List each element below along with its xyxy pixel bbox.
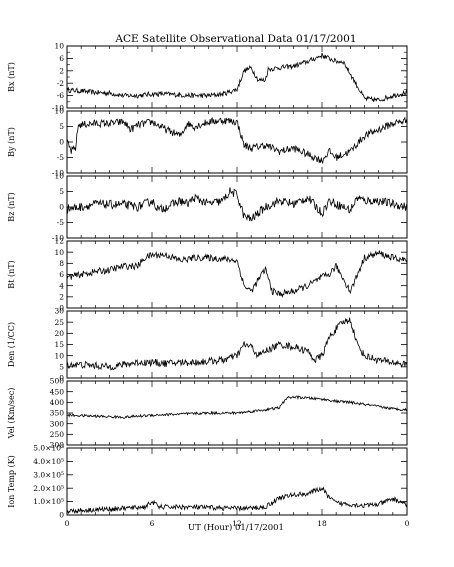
- panel-2: 10 5 0 -5 -10 Bz (nT): [7, 172, 408, 243]
- y-tick-label: -10: [52, 234, 64, 243]
- y-tick-label: -6: [57, 91, 65, 100]
- y-tick-label: 350: [50, 409, 65, 418]
- y-tick-label: 30: [54, 307, 64, 316]
- y-tick-label: -2: [57, 79, 65, 88]
- x-tick-label: 0: [405, 519, 410, 528]
- panels: 10 6 2 -2 -6 -10 Bx (nT) 10 5 0 -5 -10 By (nT) 10 5 0 -5…: [7, 42, 410, 528]
- y-tick-label: 10: [54, 172, 64, 181]
- y-tick-label: -10: [52, 104, 64, 113]
- y-axis-label: Den (1/CC): [7, 322, 16, 367]
- series-line: [66, 116, 408, 165]
- series-line: [66, 187, 408, 222]
- panel-3: 12 10 8 6 4 2 0 Bt (nT): [7, 237, 408, 313]
- panel-0: 10 6 2 -2 -6 -10 Bx (nT): [7, 42, 408, 113]
- y-tick-label: 6: [59, 270, 64, 279]
- y-tick-label: -5: [57, 153, 65, 162]
- y-tick-label: 500: [50, 377, 65, 386]
- panel-6: 5.0×10⁵ 4.0×10⁵ 3.0×10⁵ 2.0×10⁵ 1.0×10⁵ 0 Ion …: [7, 444, 410, 528]
- x-tick-label: 18: [317, 519, 327, 528]
- y-tick-label: 20: [54, 329, 64, 338]
- x-axis-label: UT (Hour) 01/17/2001: [188, 522, 284, 533]
- panel-frame: [66, 310, 408, 379]
- y-tick-label: 25: [54, 318, 64, 327]
- y-tick-label: 0: [59, 304, 64, 313]
- y-tick-label: 5: [59, 122, 64, 131]
- panel-frame: [66, 240, 408, 309]
- y-axis-label: Bx (nT): [7, 62, 16, 92]
- y-axis-label: Bz (nT): [7, 192, 16, 221]
- series-line: [66, 250, 408, 299]
- y-tick-label: 0: [59, 511, 64, 520]
- y-axis-label: Bt (nT): [7, 260, 16, 288]
- y-tick-label: 10: [54, 248, 64, 257]
- y-tick-label: 15: [54, 340, 64, 349]
- panel-4: 30 25 20 15 10 5 0 Den (1/CC): [7, 307, 408, 383]
- y-tick-label: 4: [59, 281, 64, 290]
- y-tick-label: 5.0×10⁵: [33, 444, 64, 453]
- y-tick-label: 200: [50, 441, 65, 450]
- y-axis-label: Ion Temp (K): [7, 455, 16, 508]
- y-tick-label: 8: [59, 259, 64, 268]
- y-tick-label: 5: [59, 187, 64, 196]
- panel-1: 10 5 0 -5 -10 By (nT): [7, 107, 408, 178]
- y-tick-label: 10: [54, 107, 64, 116]
- panel-frame: [66, 175, 408, 239]
- series-line: [66, 395, 408, 420]
- y-tick-label: -5: [57, 218, 65, 227]
- y-tick-label: 450: [50, 387, 65, 396]
- y-tick-label: 0: [59, 138, 64, 147]
- x-tick-label: 6: [150, 519, 155, 528]
- y-tick-label: 5: [59, 362, 64, 371]
- y-tick-label: -10: [52, 169, 64, 178]
- y-tick-label: 0: [59, 203, 64, 212]
- panel-frame: [66, 45, 408, 109]
- y-tick-label: 400: [50, 398, 65, 407]
- series-line: [66, 486, 408, 515]
- y-tick-label: 2: [59, 66, 64, 75]
- y-tick-label: 6: [59, 54, 64, 63]
- y-axis-label: Vel (Km/sec): [7, 388, 16, 440]
- y-tick-label: 10: [54, 351, 64, 360]
- y-tick-label: 10: [54, 42, 64, 51]
- y-tick-label: 2.0×10⁵: [33, 484, 64, 493]
- y-tick-label: 0: [59, 374, 64, 383]
- y-axis-label: By (nT): [7, 127, 16, 157]
- y-tick-label: 4.0×10⁵: [33, 457, 64, 466]
- series-line: [66, 317, 408, 371]
- series-line: [66, 52, 408, 102]
- chart-title: ACE Satellite Observational Data 01/17/2…: [114, 33, 356, 45]
- y-tick-label: 3.0×10⁵: [33, 470, 64, 479]
- y-tick-label: 1.0×10⁵: [33, 497, 64, 506]
- x-tick-label: 12: [232, 519, 242, 528]
- x-tick-label: 0: [65, 519, 70, 528]
- y-tick-label: 300: [50, 419, 65, 428]
- y-tick-label: 12: [54, 237, 64, 246]
- y-tick-label: 250: [50, 430, 65, 439]
- y-tick-label: 2: [59, 292, 64, 301]
